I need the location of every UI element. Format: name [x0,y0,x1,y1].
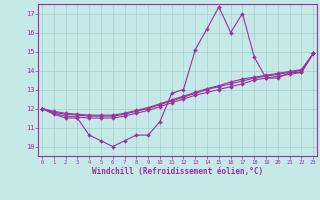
X-axis label: Windchill (Refroidissement éolien,°C): Windchill (Refroidissement éolien,°C) [92,167,263,176]
